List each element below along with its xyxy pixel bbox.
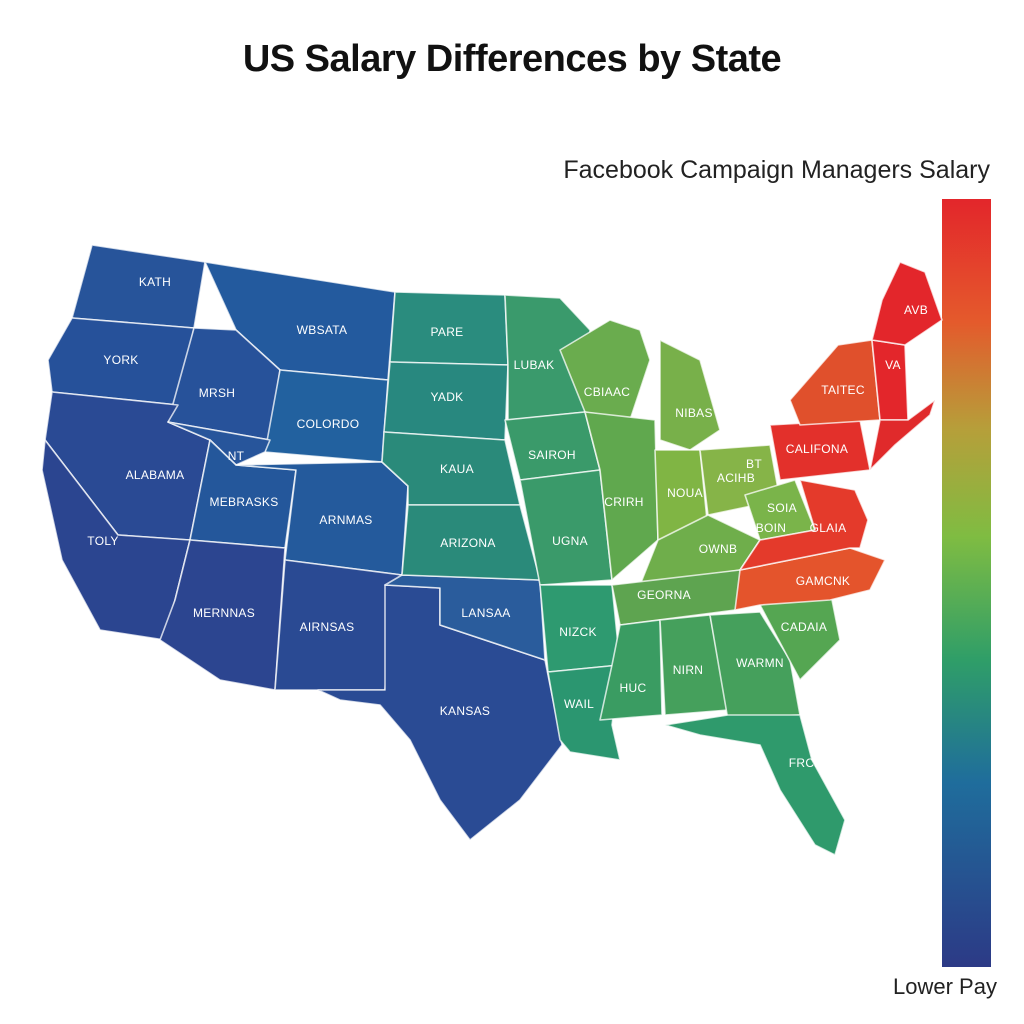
state-label-bt: BT [746, 457, 762, 471]
state-label-frch: FRCH [789, 756, 824, 770]
state-sairoh[interactable] [504, 411, 601, 481]
state-label-mebrasks: MEBRASKS [209, 495, 278, 509]
state-northeast-coast[interactable] [869, 399, 936, 471]
state-label-soia: SOIA [767, 501, 797, 515]
state-label-califona: CALIFONA [786, 442, 848, 456]
legend-low-label: Lower Pay [893, 974, 997, 999]
state-label-pare: PARE [431, 325, 464, 339]
state-label-arnmas: ARNMAS [319, 513, 372, 527]
state-label-avb: AVB [904, 303, 928, 317]
state-label-yadk: YADK [431, 390, 464, 404]
state-label-va: VA [885, 358, 901, 372]
page-title: US Salary Differences by State [242, 38, 782, 80]
state-label-york: YORK [103, 353, 138, 367]
state-label-nirn: NIRN [673, 663, 704, 677]
state-label-huc: HUC [620, 681, 647, 695]
state-label-colordo: COLORDO [297, 417, 360, 431]
state-label-nibas: NIBAS [675, 406, 713, 420]
state-label-cadaia: CADAIA [781, 620, 827, 634]
state-label-kath: KATH [139, 275, 171, 289]
state-label-taitec: TAITEC [821, 383, 865, 397]
state-label-airnsas: AIRNSAS [300, 620, 355, 634]
state-label-noua: NOUA [667, 486, 703, 500]
state-nt[interactable] [167, 421, 271, 466]
state-label-gamcnk: GAMCNK [796, 574, 850, 588]
state-label-ugna: UGNA [552, 534, 588, 548]
state-label-warmn: WARMN [736, 656, 784, 670]
state-label-alabama: ALABAMA [126, 468, 185, 482]
state-label-glaia: GLAIA [810, 521, 847, 535]
state-label-cbiaac: CBIAAC [584, 385, 631, 399]
legend-title: Facebook Campaign Managers Salary [563, 156, 990, 184]
state-frch[interactable] [664, 714, 846, 856]
state-label-sairoh: SAIROH [528, 448, 576, 462]
state-label-nt: NT [228, 449, 245, 463]
state-label-wbsata: WBSATA [297, 323, 348, 337]
state-label-mernnas: MERNNAS [193, 606, 255, 620]
state-warmn[interactable] [709, 611, 801, 721]
state-label-ownb: OWNB [699, 542, 738, 556]
state-label-toly: TOLY [87, 534, 118, 548]
state-label-nizck: NIZCK [559, 625, 597, 639]
state-label-lansaa: LANSAA [461, 606, 510, 620]
state-mernnas[interactable] [159, 539, 286, 691]
state-label-mrsh: MRSH [199, 386, 236, 400]
state-nibas[interactable] [659, 339, 721, 451]
state-label-crirh: CRIRH [604, 495, 644, 509]
state-label-arizona: ARIZONA [440, 536, 495, 550]
state-avb[interactable] [871, 261, 943, 346]
state-label-kansas: KANSAS [440, 704, 491, 718]
state-huc[interactable] [599, 619, 663, 721]
legend-color-scale [942, 199, 991, 967]
state-label-wail: WAIL [564, 697, 594, 711]
state-label-kaua: KAUA [440, 462, 474, 476]
state-colordo[interactable] [264, 369, 389, 463]
state-label-acihb: ACIHB [717, 471, 755, 485]
state-label-boin: BOIN [756, 521, 787, 535]
state-crirh[interactable] [584, 411, 659, 581]
state-label-lubak: LUBAK [514, 358, 555, 372]
state-glaia[interactable] [739, 479, 869, 571]
state-label-georna: GEORNA [637, 588, 691, 602]
